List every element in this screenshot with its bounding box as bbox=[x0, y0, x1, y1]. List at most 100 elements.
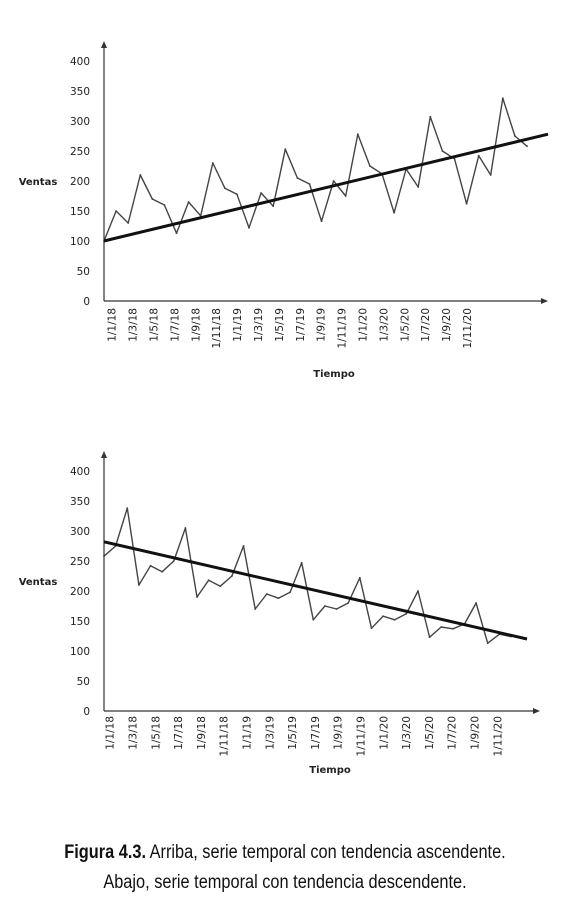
x-tick-label: 1/7/20 bbox=[420, 308, 432, 342]
series-line bbox=[103, 97, 528, 242]
x-tick-label: 1/7/19 bbox=[295, 308, 307, 342]
series-point bbox=[219, 585, 222, 588]
series-point bbox=[324, 605, 326, 607]
x-axis-arrow bbox=[541, 298, 548, 304]
chart-upward-trend: 0 50 100 150 200 250 300 350 400 1/1/18 1/3/18 1/5/… bbox=[19, 41, 549, 380]
x-tick-label: 1/9/19 bbox=[316, 308, 328, 342]
x-tick-label: 1/5/18 bbox=[150, 716, 162, 750]
figure-caption: Figura 4.3. Arriba, serie temporal con t… bbox=[40, 838, 530, 898]
series-point bbox=[358, 576, 361, 579]
x-tick-label: 1/1/19 bbox=[232, 308, 244, 342]
x-tick-label: 1/3/18 bbox=[128, 308, 140, 342]
x-axis-label: Tiempo bbox=[313, 369, 355, 380]
series-point bbox=[486, 642, 489, 645]
series-point bbox=[115, 210, 117, 212]
series-point bbox=[277, 597, 280, 600]
series-point bbox=[272, 205, 275, 208]
series-point bbox=[284, 148, 287, 151]
y-tick-label: 150 bbox=[70, 206, 90, 218]
series-point bbox=[382, 615, 384, 618]
x-tick-label: 1/1/18 bbox=[107, 308, 119, 342]
series-point bbox=[429, 115, 432, 118]
trend-line bbox=[103, 540, 528, 641]
y-tick-label: 400 bbox=[70, 466, 90, 478]
series-point bbox=[184, 527, 187, 529]
series-point bbox=[308, 183, 311, 185]
series-point bbox=[187, 201, 190, 203]
x-axis-label: Tiempo bbox=[309, 765, 351, 776]
series-point bbox=[175, 232, 178, 235]
x-tick-label: 1/3/18 bbox=[127, 716, 139, 750]
x-tick-label: 1/9/20 bbox=[469, 716, 481, 750]
series-point bbox=[161, 570, 164, 573]
x-tick-label: 1/9/20 bbox=[441, 308, 453, 342]
y-tick-label: 250 bbox=[70, 556, 90, 568]
series-point bbox=[248, 226, 250, 229]
series-point bbox=[440, 626, 443, 628]
x-tick-label: 1/7/18 bbox=[173, 716, 185, 750]
x-tick-label: 1/11/20 bbox=[462, 308, 474, 348]
y-tick-label: 350 bbox=[70, 86, 90, 98]
y-tick-label: 0 bbox=[83, 706, 90, 718]
x-tick-label: 1/3/20 bbox=[378, 308, 390, 342]
series-point bbox=[405, 612, 408, 615]
series-point bbox=[231, 575, 233, 577]
x-tick-label: 1/1/19 bbox=[241, 716, 253, 750]
x-tick-label: 1/11/19 bbox=[355, 716, 367, 756]
series-point bbox=[236, 193, 238, 196]
series-point bbox=[453, 157, 456, 160]
series-point bbox=[265, 593, 268, 595]
series-point bbox=[300, 561, 303, 564]
y-tick-label: 300 bbox=[70, 526, 90, 538]
series-point bbox=[127, 222, 130, 224]
y-tick-label: 0 bbox=[83, 296, 90, 308]
series-point bbox=[428, 636, 431, 639]
x-tick-label: 1/9/18 bbox=[190, 308, 202, 342]
caption-text-1: Arriba, serie temporal con tendencia asc… bbox=[149, 842, 506, 863]
y-tick-label: 200 bbox=[70, 586, 90, 598]
series-point bbox=[320, 220, 323, 223]
series-point bbox=[501, 97, 504, 100]
x-tick-label: 1/3/20 bbox=[401, 716, 413, 750]
series-point bbox=[465, 202, 468, 205]
x-tick-label: 1/11/18 bbox=[219, 716, 231, 756]
series-point bbox=[137, 584, 140, 586]
series-point bbox=[139, 174, 142, 176]
series-point bbox=[514, 135, 516, 137]
y-tick-label: 50 bbox=[77, 266, 90, 278]
series-point bbox=[312, 618, 315, 621]
series-point bbox=[289, 591, 291, 594]
series-point bbox=[172, 560, 175, 562]
series-point bbox=[126, 507, 129, 510]
x-tick-label: 1/3/19 bbox=[264, 716, 276, 750]
chart-downward-trend: 0 50 100 150 200 250 300 350 400 1/1/18 1/3/18 1/5/… bbox=[19, 451, 540, 776]
x-tick-label: 1/11/19 bbox=[337, 308, 349, 348]
series-point bbox=[370, 627, 373, 630]
x-tick-label: 1/7/20 bbox=[447, 716, 459, 750]
series-point bbox=[207, 579, 210, 582]
x-tick-label: 1/11/20 bbox=[492, 716, 504, 756]
y-tick-label: 100 bbox=[70, 646, 90, 658]
x-tick-label: 1/5/18 bbox=[148, 308, 160, 342]
x-tick-label: 1/7/19 bbox=[310, 716, 322, 750]
series-point bbox=[489, 174, 492, 176]
y-axis-label: Ventas bbox=[19, 577, 58, 588]
series-point bbox=[393, 211, 395, 214]
series-point bbox=[477, 154, 480, 157]
caption-line-2: Abajo, serie temporal con tendencia desc… bbox=[103, 872, 467, 893]
x-tick-label: 1/11/18 bbox=[211, 308, 223, 348]
x-tick-label: 1/3/19 bbox=[253, 308, 265, 342]
series-point bbox=[211, 162, 214, 164]
series-line bbox=[103, 507, 512, 644]
y-tick-label: 250 bbox=[70, 146, 90, 158]
y-tick-label: 300 bbox=[70, 116, 90, 128]
series-point bbox=[451, 627, 454, 630]
series-point bbox=[356, 133, 359, 136]
y-tick-label: 200 bbox=[70, 176, 90, 188]
x-tick-label: 1/5/20 bbox=[424, 716, 436, 750]
series-point bbox=[332, 180, 335, 182]
series-point bbox=[441, 150, 444, 152]
series-point bbox=[260, 192, 263, 194]
y-axis-arrow bbox=[101, 451, 107, 458]
